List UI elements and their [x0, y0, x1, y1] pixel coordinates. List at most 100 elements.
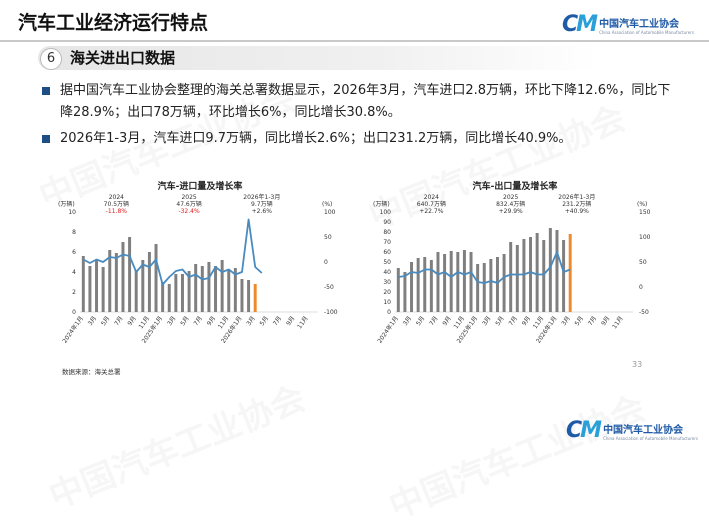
bar-mark	[416, 258, 420, 312]
x-tick-label: 3月	[245, 315, 256, 327]
y-tick-label: 80	[383, 229, 391, 236]
bar-mark	[161, 282, 165, 312]
section-header: 6 海关进出口数据	[38, 46, 598, 70]
y-tick-label: 90	[383, 219, 391, 226]
y2-tick-label: 0	[639, 284, 643, 291]
annotation-volume: 9.7万辆	[251, 200, 273, 208]
y2-tick-label: 50	[324, 234, 332, 241]
bar-mark	[141, 260, 145, 312]
x-tick-label: 11月	[296, 315, 310, 330]
bar-mark	[443, 254, 447, 312]
x-tick-label: 7月	[193, 315, 204, 327]
left-axis-unit: (万辆)	[58, 200, 75, 208]
x-tick-label: 2024年1月	[376, 315, 400, 345]
bar-mark	[396, 268, 400, 312]
y-tick-label: 20	[383, 289, 391, 296]
x-tick-label: 3月	[402, 315, 413, 327]
logo-mark-icon: CM	[566, 418, 602, 443]
watermark: 中国汽车工业协会	[43, 378, 311, 518]
bar-mark	[121, 242, 125, 312]
logo-name-en: China Association of Automobile Manufact…	[603, 435, 698, 441]
bar-mark	[227, 271, 231, 312]
bullet-text: 2026年1-3月，汽车进口9.7万辆，同比增长2.6%；出口231.2万辆，同…	[60, 131, 572, 146]
bar-mark	[436, 252, 440, 312]
x-tick-label: 7月	[587, 315, 598, 327]
bar-mark	[240, 279, 244, 312]
brand-logo: CM 中国汽车工业协会 China Association of Automob…	[562, 12, 694, 37]
x-tick-label: 5月	[179, 315, 190, 327]
bar-mark	[167, 284, 171, 312]
bar-mark	[542, 240, 546, 312]
y-tick-label: 6	[72, 249, 76, 256]
bar-mark	[423, 257, 427, 312]
annotation-period: 2025	[181, 194, 196, 201]
bar-mark	[462, 250, 466, 312]
growth-line	[398, 251, 571, 284]
bar-mark	[449, 251, 453, 312]
bar-mark	[522, 239, 526, 312]
bar-mark	[220, 260, 224, 312]
bar-mark	[562, 240, 566, 312]
bar-mark	[403, 272, 407, 312]
bar-mark	[233, 268, 237, 312]
import-chart-svg: 汽车-进口量及增长率 (万辆) (%) 0 2 4 6 8 10 -100 -50 0 50 100 202…	[58, 180, 338, 345]
bar-mark	[114, 253, 118, 312]
y2-tick-label: 100	[324, 209, 336, 216]
bar-mark	[134, 270, 138, 312]
bar-mark	[207, 262, 211, 312]
x-tick-label: 7月	[428, 315, 439, 327]
logo-name-cn: 中国汽车工业协会	[603, 424, 684, 436]
y-tick-label: 40	[383, 269, 391, 276]
page-title: 汽车工业经济运行特点	[18, 12, 209, 34]
bullet-item: 据中国汽车工业协会整理的海关总署数据显示，2026年3月，汽车进口2.8万辆，环…	[40, 80, 680, 124]
y-tick-label: 4	[72, 269, 76, 276]
bullet-list: 据中国汽车工业协会整理的海关总署数据显示，2026年3月，汽车进口2.8万辆，环…	[40, 80, 680, 154]
title-divider	[0, 40, 709, 42]
bar-mark	[489, 259, 493, 312]
x-tick-label: 5月	[494, 315, 505, 327]
y2-tick-label: -100	[324, 309, 338, 316]
page-number: 33	[632, 360, 643, 369]
y-tick-label: 10	[68, 209, 76, 216]
right-axis-unit: (%)	[637, 201, 647, 208]
bullet-item: 2026年1-3月，汽车进口9.7万辆，同比增长2.6%；出口231.2万辆，同…	[40, 128, 680, 150]
x-tick-label: 9月	[126, 315, 137, 327]
export-chart-svg: 汽车-出口量及增长率 (万辆) (%) 0 10 20 30 40 50 60 70 80 90 100 -…	[373, 180, 651, 345]
x-tick-label: 9月	[285, 315, 296, 327]
annotation-volume: 640.7万辆	[417, 200, 446, 208]
bar-mark	[495, 257, 499, 312]
annotation-growth: -32.4%	[178, 208, 200, 215]
y-tick-label: 2	[72, 289, 76, 296]
annotation-growth: +29.9%	[499, 208, 523, 215]
bar-mark	[200, 266, 204, 312]
bullet-square-icon	[42, 87, 50, 95]
bar-mark	[502, 254, 506, 312]
y-tick-label: 70	[383, 239, 391, 246]
annotation-growth: +40.9%	[565, 208, 589, 215]
x-tick-label: 5月	[415, 315, 426, 327]
bar-mark	[147, 252, 151, 312]
x-tick-label: 7月	[113, 315, 124, 327]
y-tick-label: 50	[383, 259, 391, 266]
chart-title: 汽车-出口量及增长率	[473, 180, 558, 192]
y-tick-label: 60	[383, 249, 391, 256]
x-tick-label: 9月	[600, 315, 611, 327]
bar-mark	[529, 237, 533, 312]
bar-mark	[456, 252, 460, 312]
x-tick-label: 3月	[166, 315, 177, 327]
annotation-period: 2024	[109, 194, 124, 201]
x-tick-label: 5月	[574, 315, 585, 327]
x-tick-label: 3月	[481, 315, 492, 327]
bar-mark	[95, 260, 99, 312]
x-tick-label: 9月	[441, 315, 452, 327]
export-chart: 汽车-出口量及增长率 (万辆) (%) 0 10 20 30 40 50 60 70 80 90 100 -…	[365, 176, 665, 376]
import-chart: 汽车-进口量及增长率 (万辆) (%) 0 2 4 6 8 10 -100 -50 0 50 100 202…	[50, 176, 350, 376]
chart-title: 汽车-进口量及增长率	[158, 180, 243, 192]
x-tick-label: 9月	[206, 315, 217, 327]
bar-mark	[469, 252, 473, 312]
section-title: 海关进出口数据	[70, 49, 176, 67]
bar-mark	[515, 245, 519, 312]
bullet-square-icon	[42, 135, 50, 143]
bar-mark	[509, 242, 513, 312]
right-axis-unit: (%)	[322, 201, 332, 208]
